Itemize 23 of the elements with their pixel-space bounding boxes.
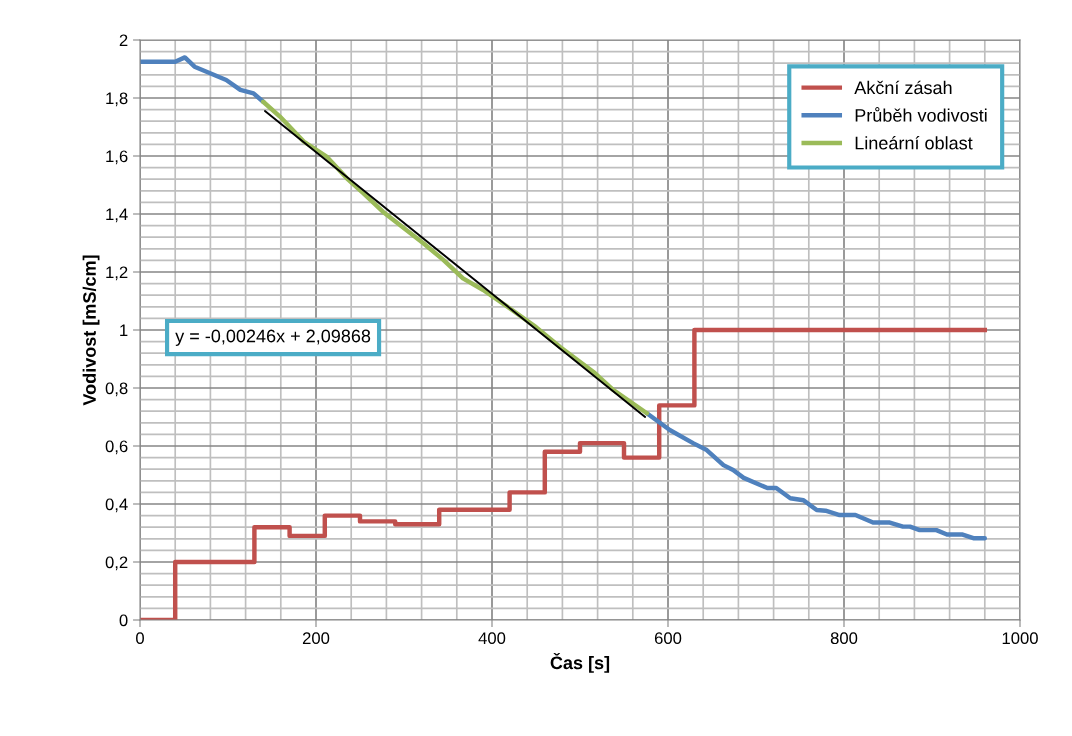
y-tick-label: 1,8 — [106, 92, 128, 107]
y-tick-label: 0 — [119, 614, 128, 627]
y-tick-label: 2 — [119, 34, 128, 47]
x-tick-label: 0 — [136, 632, 144, 645]
legend-label: Lineární oblast — [855, 135, 973, 150]
y-tick-label: 0,8 — [105, 382, 128, 397]
y-tick-label: 0,4 — [105, 498, 128, 513]
x-tick-label: 200 — [302, 632, 330, 645]
legend-label: Průběh vodivosti — [855, 107, 987, 122]
y-tick-label: 1,4 — [106, 208, 128, 223]
annotation: y = -0,00246x + 2,09868 — [175, 329, 371, 346]
x-tick-label: 600 — [654, 632, 682, 645]
y-tick-label: 1,6 — [106, 150, 128, 165]
y-axis-title: Vodivost [mS/cm] — [82, 255, 100, 406]
y-tick-label: 0,6 — [105, 440, 128, 455]
x-tick-label: 400 — [478, 632, 506, 645]
x-tick-label: 1000 — [1002, 632, 1038, 645]
legend-label: Akční zásah — [854, 80, 952, 95]
x-axis-title: Čas [s] — [550, 652, 610, 673]
x-tick-label: 800 — [830, 632, 858, 645]
y-tick-label: 1 — [120, 324, 128, 337]
y-tick-label: 1,2 — [106, 266, 128, 281]
y-tick-label: 0,2 — [105, 556, 128, 571]
